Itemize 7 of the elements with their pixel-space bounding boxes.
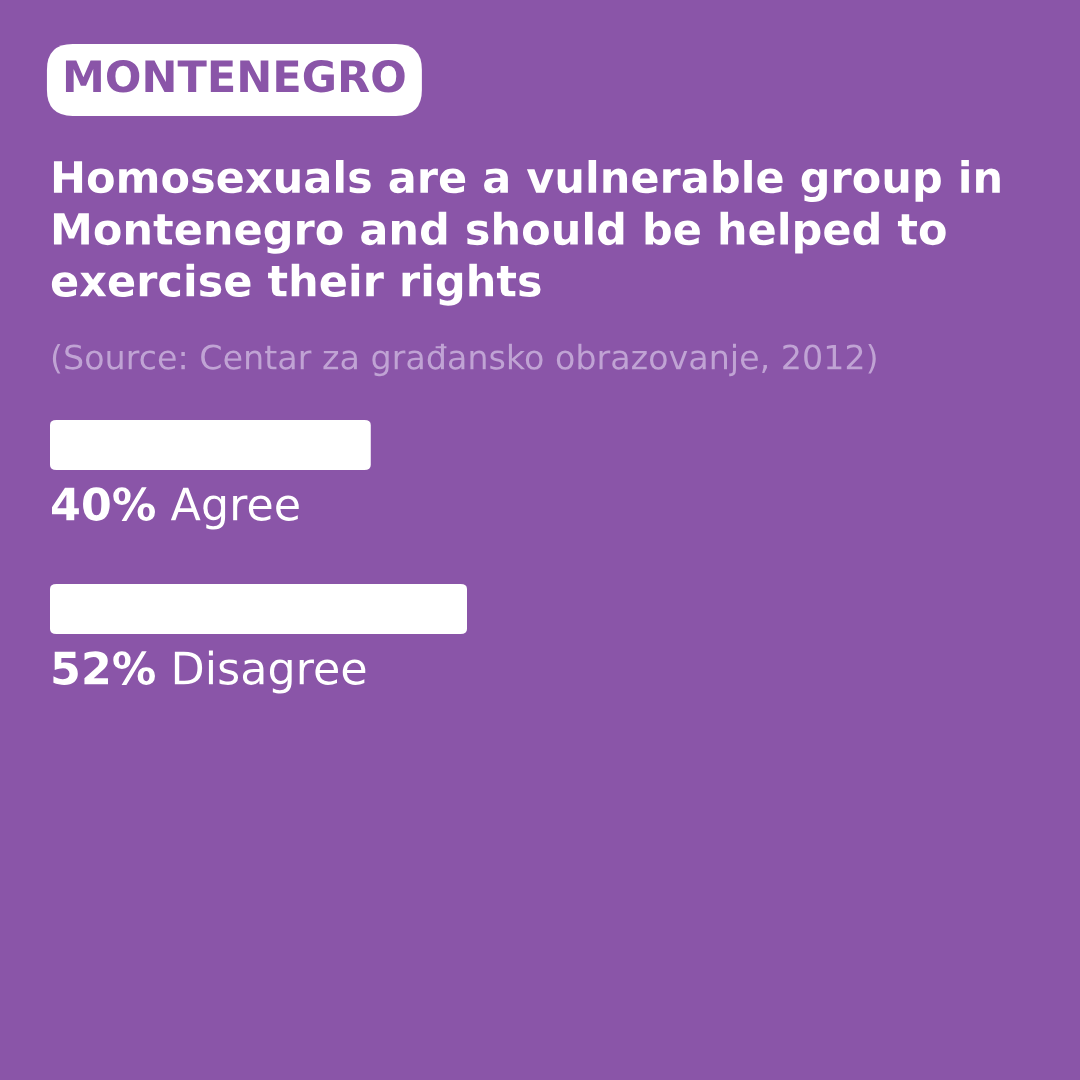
text: (Source: Centar za građansko obrazovanje, 2012)	[52, 343, 876, 377]
data-label: 52%	[53, 651, 155, 685]
y-tick-label: Disagree	[174, 650, 366, 694]
y-tick-label: Agree	[170, 487, 299, 530]
chart-title: MONTENEGRO	[65, 59, 405, 93]
data-label: 40%	[52, 487, 155, 521]
chart-subtitle: Homosexuals are a vulnerable group in Montenegro and should be helped to exercise their rights	[51, 160, 1000, 306]
